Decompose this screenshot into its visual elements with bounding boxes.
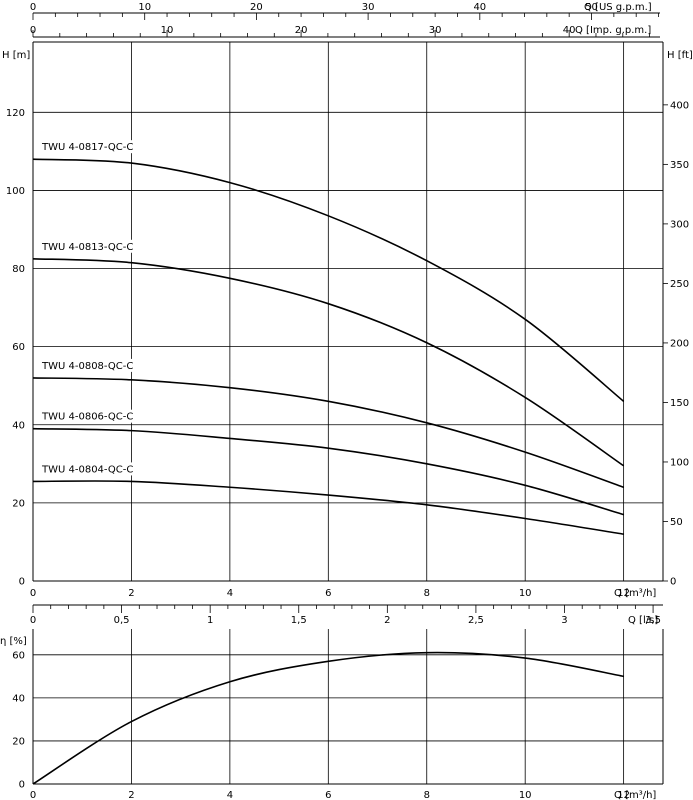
ft-tick-label: 400 <box>670 100 689 111</box>
ls-tick-label: 0 <box>30 615 36 626</box>
ft-axis-label: H [ft] <box>667 50 693 61</box>
curve-label: TWU 4-0806-QC-C <box>41 412 133 423</box>
eff-x-tick-label: 4 <box>227 790 233 800</box>
eff-x-axis-label: Q [m³/h] <box>614 790 656 800</box>
x-tick-label: 10 <box>519 588 532 599</box>
ls-tick-label: 2,5 <box>468 615 484 626</box>
ls-tick-label: 1,5 <box>291 615 307 626</box>
ft-tick-label: 250 <box>670 279 689 290</box>
imp-tick-label: 20 <box>295 25 308 36</box>
curve-label-background <box>40 239 140 253</box>
us-tick-label: 20 <box>250 2 263 13</box>
head-y-tick-label: 120 <box>6 108 25 119</box>
us-tick-label: 30 <box>362 2 375 13</box>
imp-axis-label: Q [Imp. g.p.m.] <box>575 25 651 36</box>
x-tick-label: 0 <box>30 588 36 599</box>
ls-tick-label: 0,5 <box>114 615 130 626</box>
eff-y-tick-label: 60 <box>12 650 25 661</box>
head-curve <box>32 257 625 467</box>
curve-label: TWU 4-0808-QC-C <box>41 361 133 372</box>
eff-y-tick-label: 0 <box>19 780 25 791</box>
x-tick-label: 2 <box>128 588 134 599</box>
ft-tick-label: 150 <box>670 398 689 409</box>
curve-label-background <box>40 409 140 423</box>
axes-layer <box>32 12 668 785</box>
eff-y-tick-label: 40 <box>12 693 25 704</box>
x-tick-label: 6 <box>325 588 331 599</box>
ls-tick-label: 3 <box>561 615 567 626</box>
imp-tick-label: 0 <box>30 25 36 36</box>
ls-tick-label: 3,5 <box>645 615 661 626</box>
head-y-axis-label: H [m] <box>2 50 30 61</box>
ft-tick-label: 50 <box>670 517 683 528</box>
head-curve <box>32 480 624 535</box>
head-curve <box>32 158 625 402</box>
x-tick-label: 8 <box>424 588 430 599</box>
ft-tick-label: 0 <box>670 577 676 588</box>
head-y-tick-label: 0 <box>19 577 25 588</box>
eff-x-tick-label: 0 <box>30 790 36 800</box>
eff-x-tick-label: 12 <box>617 790 630 800</box>
ft-tick-label: 300 <box>670 219 689 230</box>
head-y-tick-label: 20 <box>12 498 25 509</box>
eff-x-tick-label: 2 <box>128 790 134 800</box>
head-y-tick-label: 100 <box>6 186 25 197</box>
efficiency-curve <box>32 651 624 785</box>
imp-tick-label: 30 <box>429 25 442 36</box>
head-curve <box>32 427 624 516</box>
curves-layer <box>32 158 625 785</box>
us-tick-label: 50 <box>585 2 598 13</box>
eff-x-tick-label: 10 <box>519 790 532 800</box>
curve-label-background <box>40 140 140 154</box>
ls-tick-label: 1 <box>207 615 213 626</box>
us-tick-label: 40 <box>473 2 486 13</box>
ft-tick-label: 100 <box>670 457 689 468</box>
us-tick-label: 10 <box>138 2 151 13</box>
head-y-tick-label: 80 <box>12 264 25 275</box>
curve-label-background <box>40 358 140 372</box>
ft-tick-label: 200 <box>670 338 689 349</box>
ft-tick-label: 350 <box>670 160 689 171</box>
eff-x-tick-label: 8 <box>424 790 430 800</box>
x-tick-label: 12 <box>617 588 630 599</box>
us-tick-label: 0 <box>30 2 36 13</box>
curve-label: TWU 4-0804-QC-C <box>41 464 133 475</box>
curve-label-background <box>40 462 140 476</box>
x-axis-label: Q [m³/h] <box>614 588 656 599</box>
head-curve <box>32 377 624 489</box>
eff-y-axis-label: η [%] <box>0 636 27 647</box>
eff-y-tick-label: 20 <box>12 736 25 747</box>
ls-axis-label: Q [l/s] <box>628 615 658 626</box>
curve-label: TWU 4-0813-QC-C <box>41 242 133 253</box>
eff-x-tick-label: 6 <box>325 790 331 800</box>
imp-tick-label: 10 <box>161 25 174 36</box>
imp-tick-label: 40 <box>563 25 576 36</box>
head-y-tick-label: 40 <box>12 420 25 431</box>
x-tick-label: 4 <box>227 588 233 599</box>
curve-label: TWU 4-0817-QC-C <box>41 142 133 153</box>
us-axis-label: Q [US g.p.m.] <box>584 2 652 13</box>
grid-layer <box>33 42 663 784</box>
head-y-tick-label: 60 <box>12 342 25 353</box>
ls-tick-label: 2 <box>384 615 390 626</box>
